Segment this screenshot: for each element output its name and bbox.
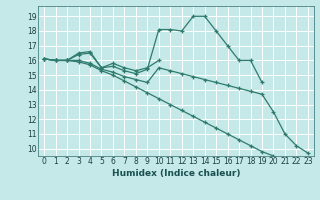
- X-axis label: Humidex (Indice chaleur): Humidex (Indice chaleur): [112, 169, 240, 178]
